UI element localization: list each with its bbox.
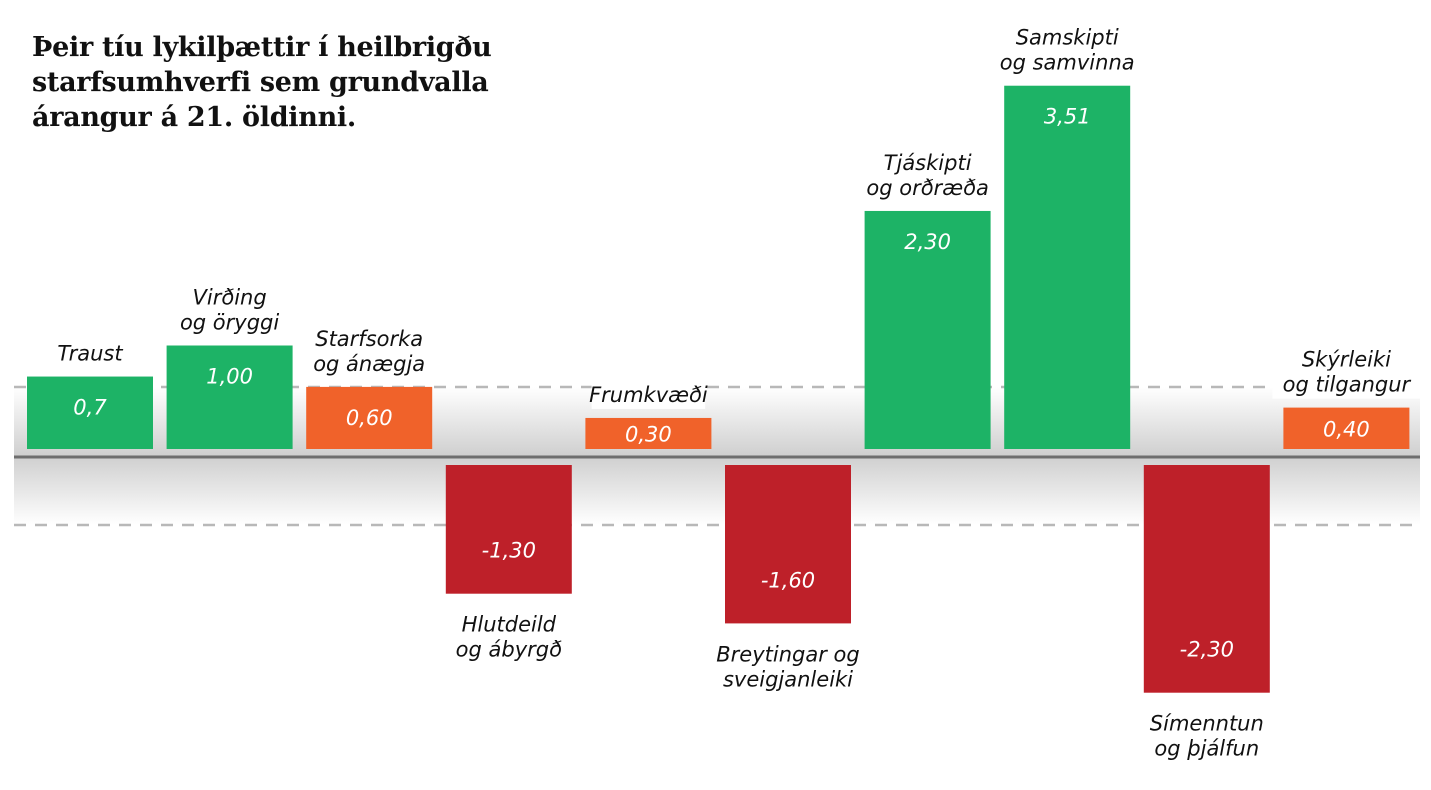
chart-title-line-3: árangur á 21. öldinni. [32,102,356,133]
category-label-6-line-2: sveigjanleiki [723,667,853,691]
bar-value-label-9: -2,30 [1180,638,1234,662]
bar-10 [1283,407,1410,449]
bar-value-label-2: 1,00 [206,365,253,389]
bar-value-label-7: 2,30 [904,230,951,254]
category-label-7-line-2: og orðræða [866,176,988,200]
bar-9 [1143,465,1270,693]
category-label-bg-5 [591,380,706,409]
category-label-3-line-1: Starfsorka [315,327,423,351]
category-label-1-line-1: Traust [57,342,123,366]
category-label-9-line-1: Símenntun [1150,712,1264,736]
bar-4 [445,465,572,594]
category-label-10-line-1: Skýrleiki [1302,348,1391,372]
bar-value-label-5: 0,30 [625,422,672,446]
bar-value-label-8: 3,51 [1044,105,1091,129]
category-label-8-line-1: Samskipti [1016,26,1119,50]
category-label-4-line-1: Hlutdeild [462,613,557,637]
bar-value-label-3: 0,60 [346,406,393,430]
category-label-7-line-1: Tjáskipti [884,151,972,175]
chart-title-line-1: Þeir tíu lykilþættir í heilbrigðu [32,32,492,63]
category-label-bg-10 [1272,370,1421,399]
category-label-8-line-2: og samvinna [1000,51,1135,75]
bar-value-label-1: 0,7 [73,396,107,420]
category-label-3-line-2: og ánægja [313,352,425,376]
bar-value-label-4: -1,30 [482,539,536,563]
bar-value-label-6: -1,60 [761,568,815,592]
category-label-2-line-1: Virðing [193,286,267,310]
bar-2 [166,345,293,449]
bar-value-label-10: 0,40 [1323,417,1370,441]
category-label-bg-10 [1289,345,1404,374]
bar-6 [725,465,851,624]
category-label-6-line-1: Breytingar og [716,642,859,666]
bar-8 [1004,85,1131,449]
bar-5 [585,417,712,449]
bar-1 [27,376,153,449]
category-label-5-line-1: Frumkvæði [589,383,708,407]
bar-3 [306,386,433,449]
category-label-9-line-2: og þjálfun [1154,737,1259,761]
bar-7 [864,210,991,449]
category-label-2-line-2: og öryggi [180,311,279,335]
chart-title-line-2: starfsumhverfi sem grundvalla [32,67,489,98]
category-label-10-line-2: og tilgangur [1283,373,1412,397]
category-label-4-line-2: og ábyrgð [456,638,562,662]
